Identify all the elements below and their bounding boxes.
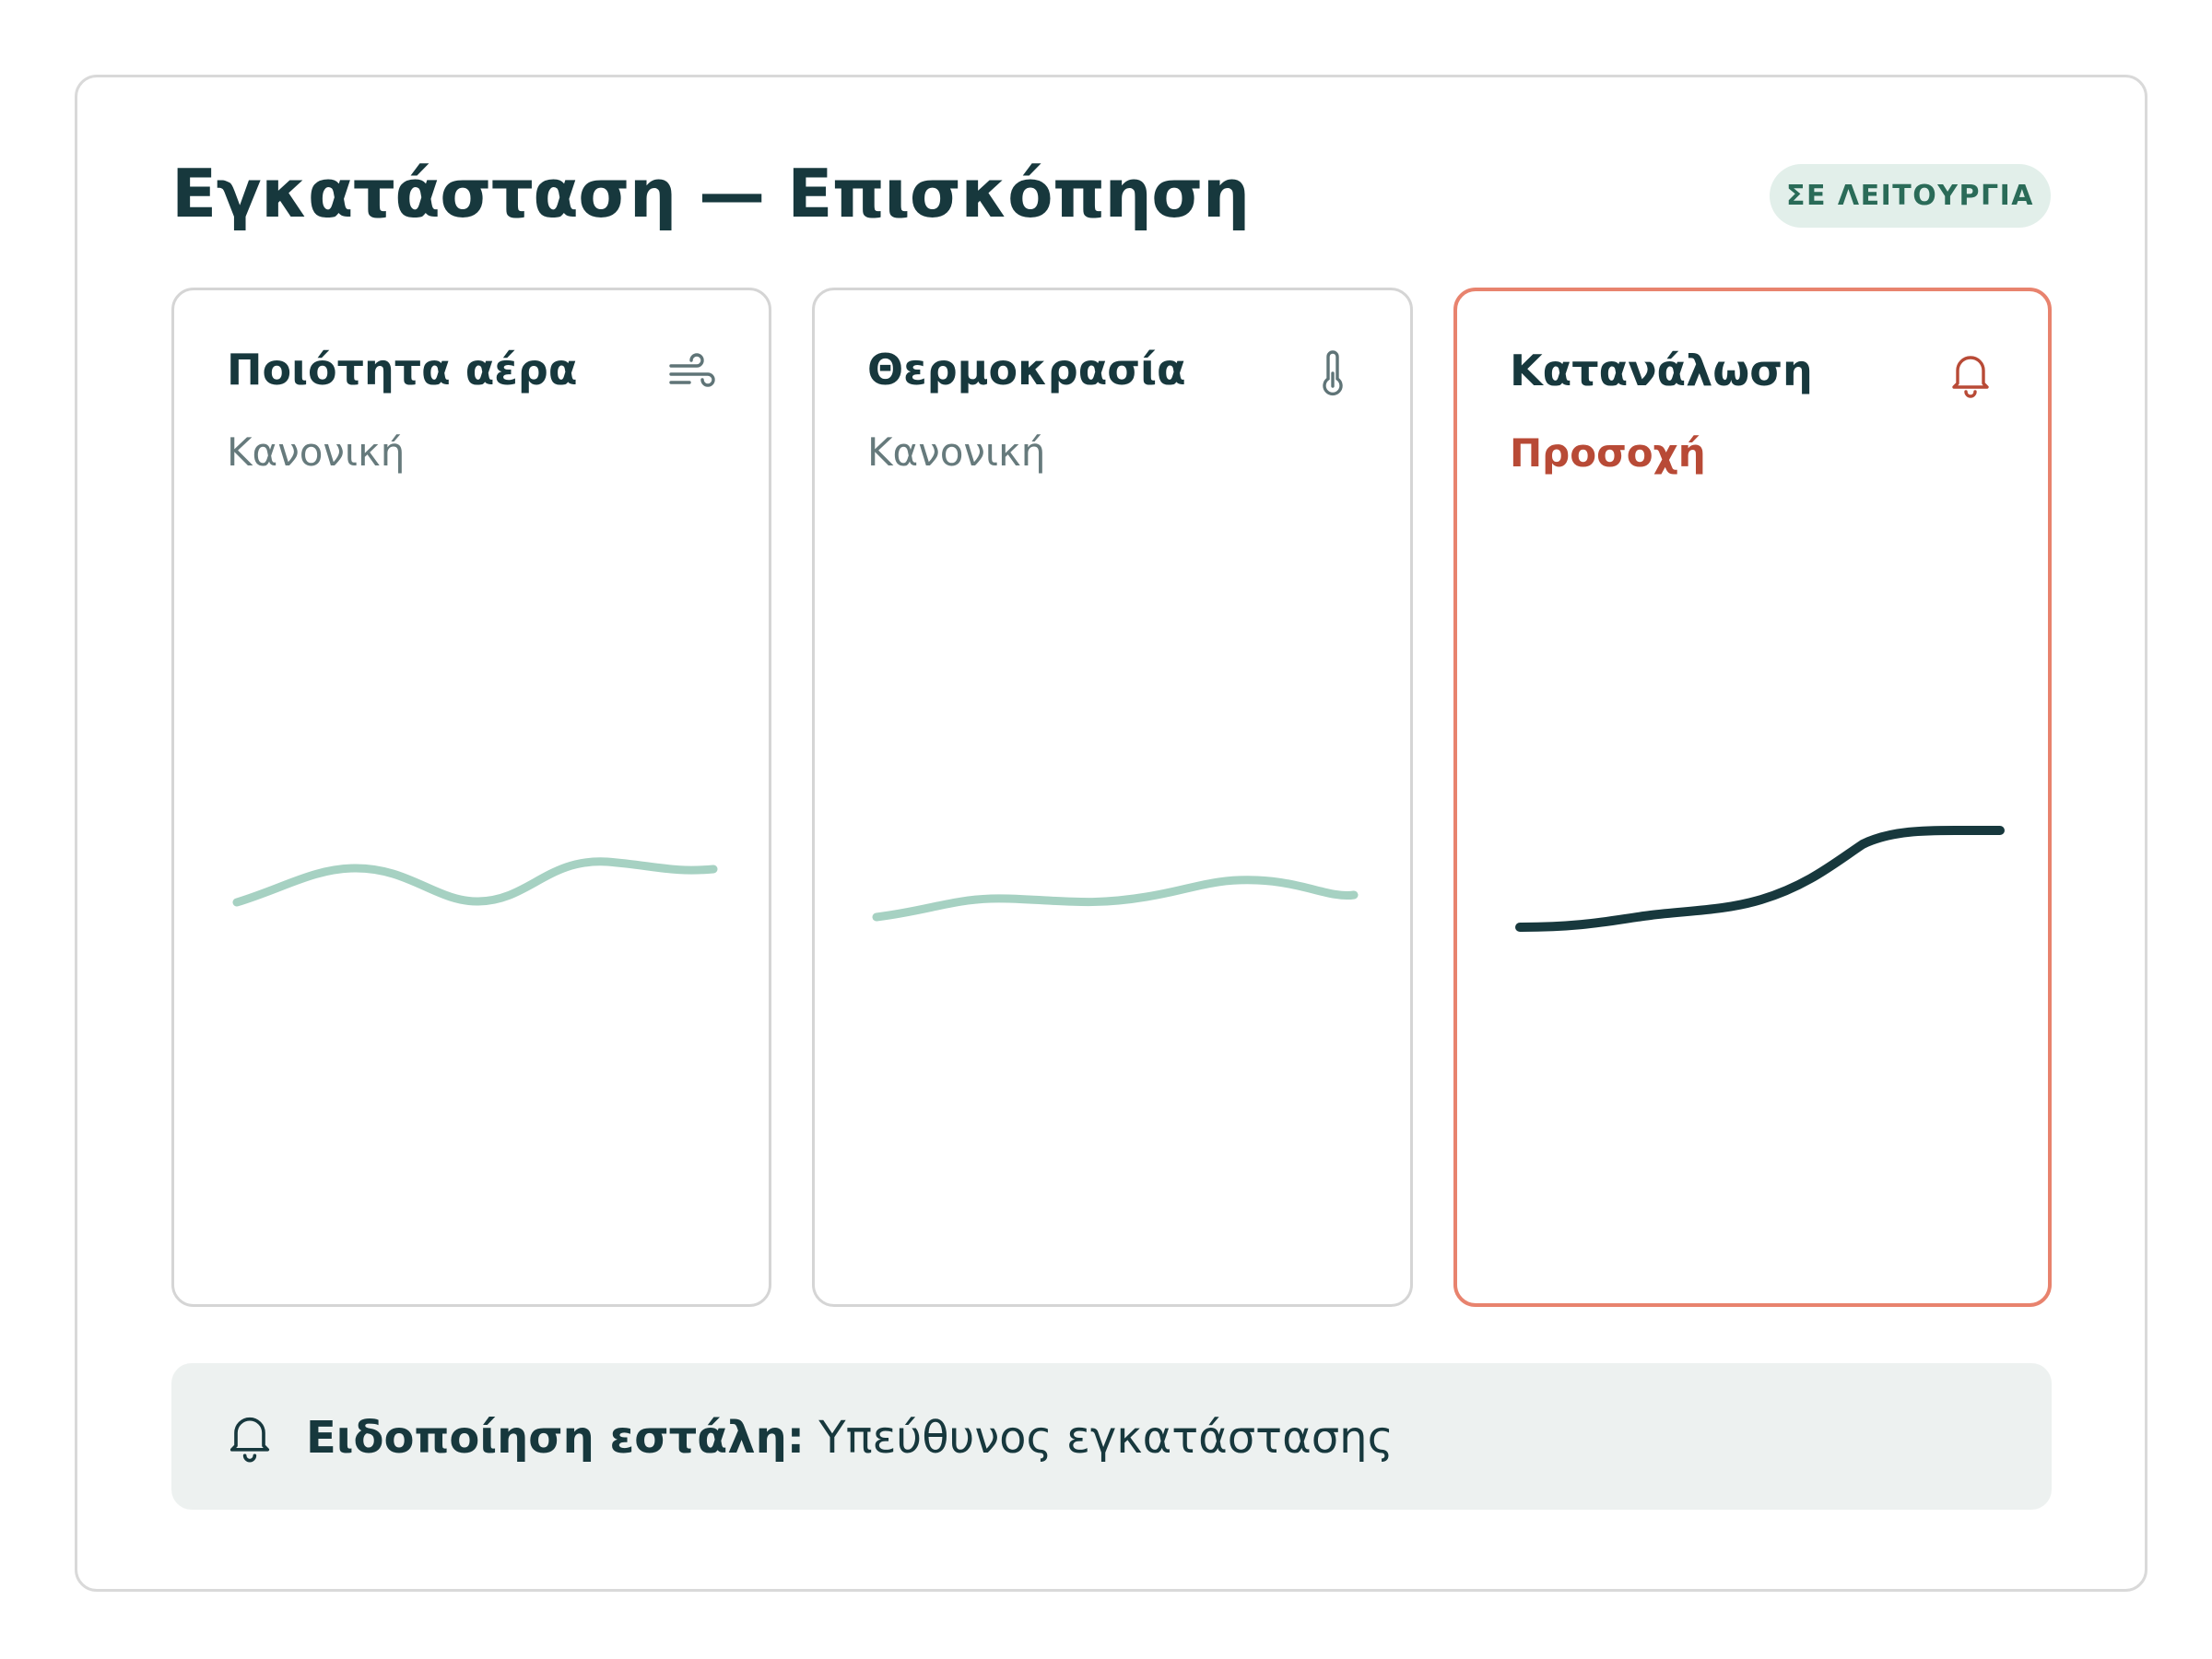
card-air-quality[interactable]: Ποιότητα αέρα Κανονική [171,288,771,1307]
notification-recipient: Υπεύθυνος εγκατάστασης [818,1412,1394,1464]
wind-icon [669,353,715,387]
consumption-trend-line [1515,825,2005,932]
card-title: Θερμοκρασία [867,345,1186,394]
card-status: Κανονική [867,429,1046,475]
status-badge: ΣΕ ΛΕΙΤΟΥΡΓΙΑ [1770,164,2051,228]
thermometer-icon [1323,350,1343,396]
card-status: Προσοχή [1510,430,1706,476]
notification-label: Ειδοποίηση εστάλη: [306,1412,805,1464]
card-consumption[interactable]: Κατανάλωση Προσοχή [1453,288,2052,1307]
card-title: Κατανάλωση [1510,346,1813,395]
card-title: Ποιότητα αέρα [227,345,578,394]
card-status: Κανονική [227,429,406,475]
bell-icon [229,1417,270,1463]
card-temperature[interactable]: Θερμοκρασία Κανονική [812,288,1413,1307]
temperature-trend-line [872,876,1359,922]
notification-text: Ειδοποίηση εστάλη: Υπεύθυνος εγκατάσταση… [306,1411,1394,1465]
air-quality-trend-line [232,857,718,907]
page-title: Εγκατάσταση — Επισκόπηση [171,155,1250,232]
notification-banner: Ειδοποίηση εστάλη: Υπεύθυνος εγκατάσταση… [171,1363,2052,1510]
bell-icon [1952,356,1989,398]
